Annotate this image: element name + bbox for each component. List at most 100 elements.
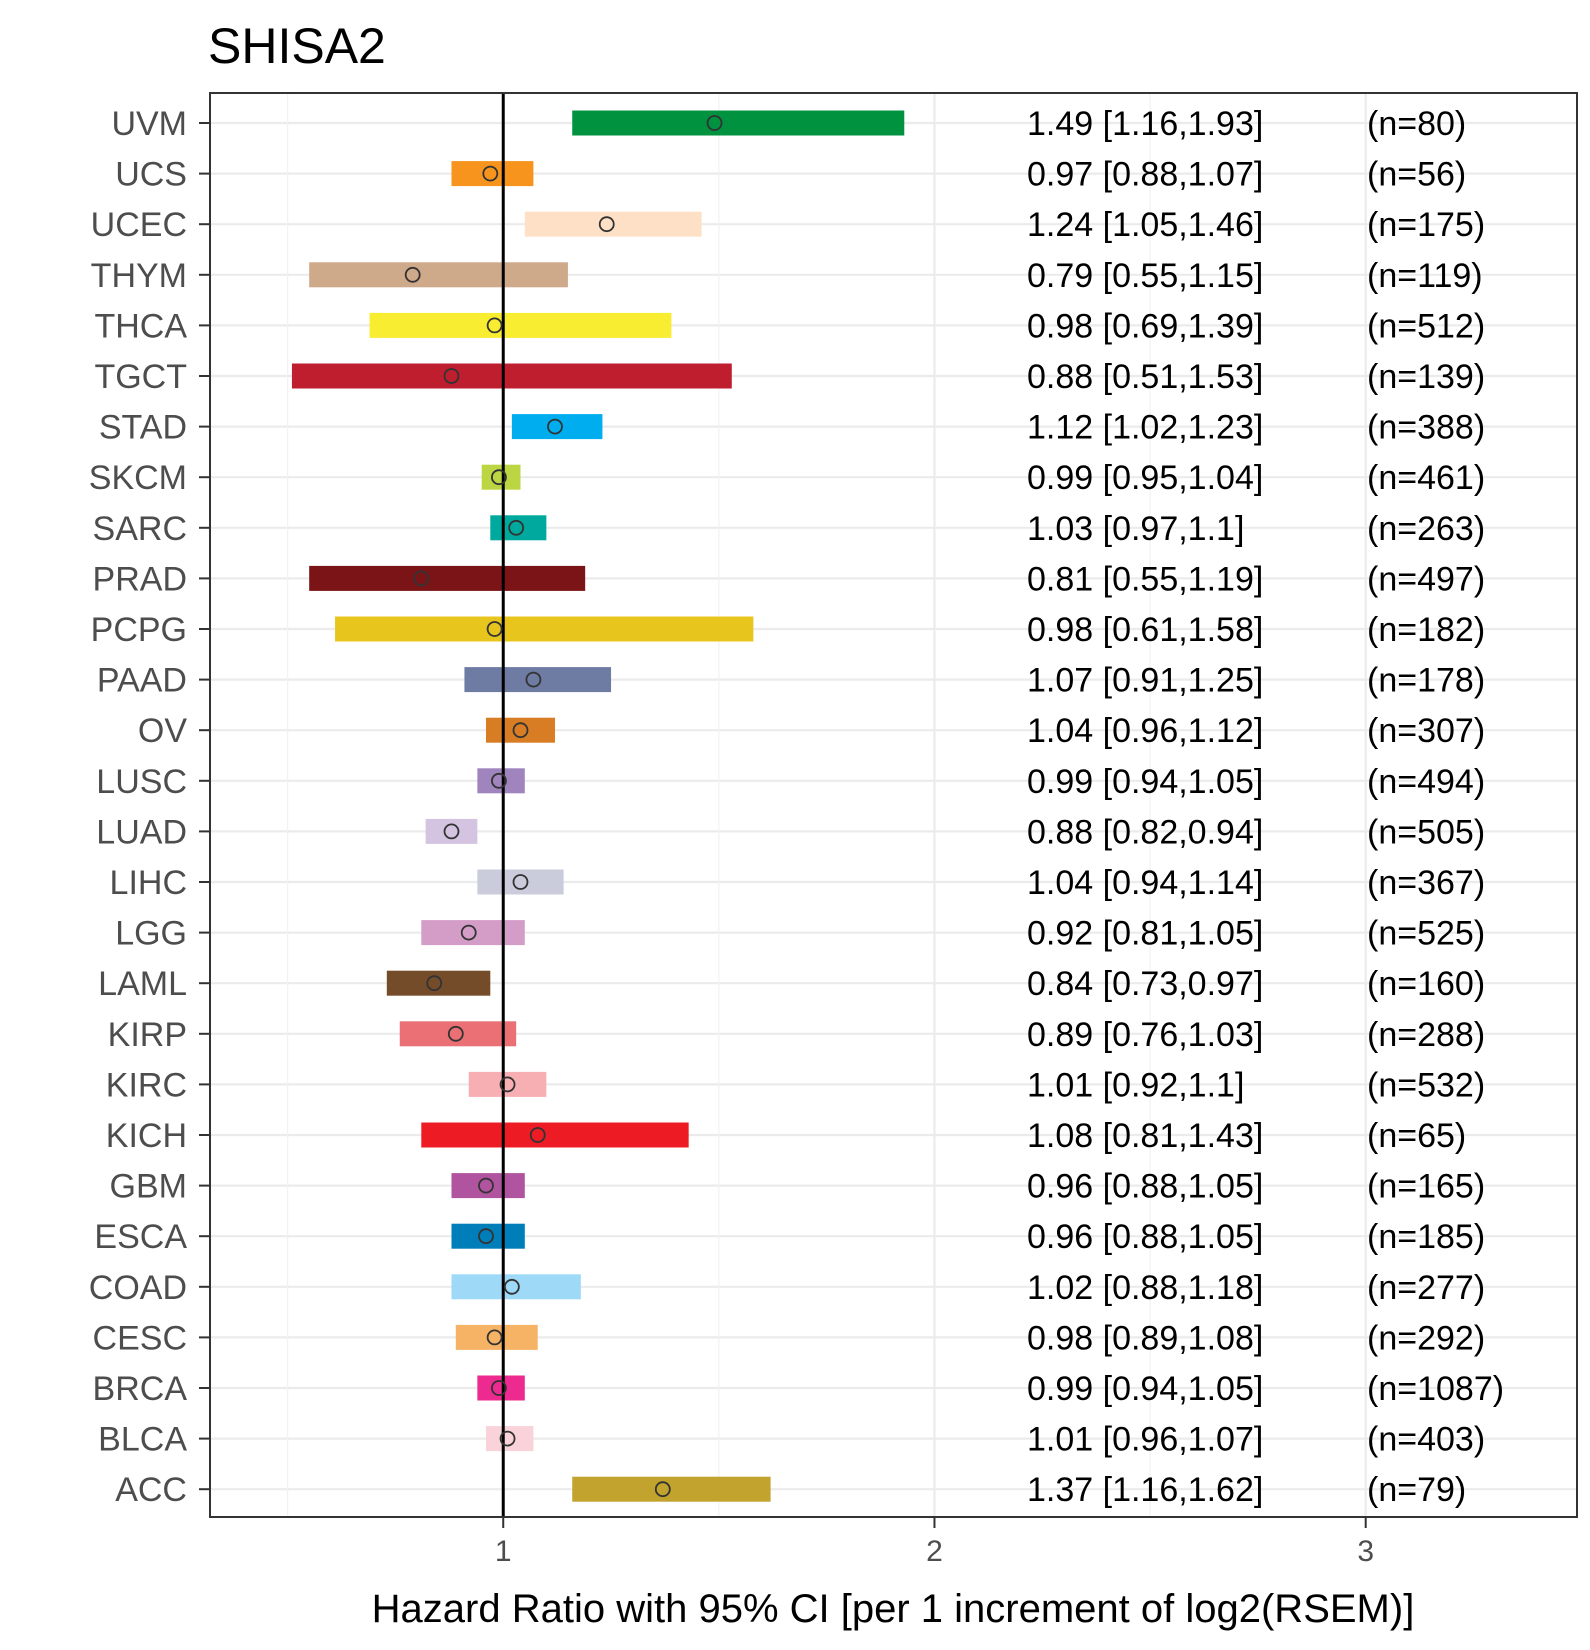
ci-bar-brca (477, 1375, 525, 1401)
y-label-stad: STAD (99, 409, 187, 447)
x-tick-label-2: 2 (926, 1535, 943, 1568)
ci-bar-acc (572, 1476, 771, 1502)
n-text-brca: (n=1087) (1367, 1370, 1504, 1408)
n-text-kich: (n=65) (1367, 1117, 1466, 1155)
hr-text-kirp: 0.89 [0.76,1.03] (1027, 1016, 1263, 1054)
hr-text-acc: 1.37 [1.16,1.62] (1027, 1471, 1263, 1509)
y-label-paad: PAAD (97, 662, 187, 700)
hr-text-blca: 1.01 [0.96,1.07] (1027, 1421, 1263, 1459)
n-text-lihc: (n=367) (1367, 864, 1485, 902)
hr-text-kich: 1.08 [0.81,1.43] (1027, 1117, 1263, 1155)
ci-bar-ov (485, 717, 555, 743)
n-text-gbm: (n=165) (1367, 1168, 1485, 1206)
n-text-thym: (n=119) (1367, 257, 1483, 295)
panel-border (209, 92, 1578, 1518)
y-label-laml: LAML (98, 965, 187, 1003)
chart-title: SHISA2 (208, 18, 386, 74)
ci-bar-lgg (421, 920, 525, 946)
hr-text-coad: 1.02 [0.88,1.18] (1027, 1269, 1263, 1307)
hr-point-gbm (478, 1177, 494, 1194)
hr-point-kirp (447, 1025, 464, 1042)
hr-point-stad (547, 418, 563, 435)
n-text-luad: (n=505) (1367, 813, 1485, 851)
hr-point-laml (426, 975, 443, 992)
n-text-uvm: (n=80) (1367, 105, 1466, 143)
hr-text-paad: 1.07 [0.91,1.25] (1027, 662, 1263, 700)
n-text-column: (n=80) (n=56) (n=175) (n=119) (n=512) (n=139)… (1367, 105, 1504, 1509)
hr-text-cesc: 0.98 [0.89,1.08] (1027, 1319, 1263, 1357)
n-text-pcpg: (n=182) (1367, 611, 1485, 649)
hr-point-prad (413, 570, 430, 587)
hr-point-ov (512, 722, 529, 739)
y-label-thym: THYM (91, 257, 187, 295)
hr-point-lihc (512, 874, 529, 890)
ci-bar-gbm (451, 1173, 525, 1199)
hr-points (404, 115, 723, 1498)
hr-text-tgct: 0.88 [0.51,1.53] (1027, 358, 1263, 396)
ci-bar-blca (485, 1426, 534, 1452)
y-label-brca: BRCA (93, 1370, 188, 1408)
n-text-stad: (n=388) (1367, 409, 1485, 447)
y-label-prad: PRAD (93, 560, 187, 598)
n-text-sarc: (n=263) (1367, 510, 1485, 548)
hr-text-luad: 0.88 [0.82,0.94] (1027, 813, 1263, 851)
y-axis-ticks (199, 122, 210, 1491)
n-text-skcm: (n=461) (1367, 459, 1485, 497)
n-text-blca: (n=403) (1367, 1421, 1485, 1459)
hr-point-ucec (598, 216, 615, 233)
n-text-kirp: (n=288) (1367, 1016, 1485, 1054)
hr-text-prad: 0.81 [0.55,1.19] (1027, 560, 1263, 598)
y-label-lgg: LGG (115, 915, 187, 953)
hr-point-kich (529, 1127, 546, 1143)
y-label-skcm: SKCM (89, 459, 187, 497)
ci-bar-uvm (572, 110, 905, 136)
y-label-uvm: UVM (111, 105, 187, 143)
hr-point-sarc (508, 519, 525, 536)
hr-point-thca (486, 317, 503, 334)
y-label-lihc: LIHC (110, 864, 187, 902)
y-label-luad: LUAD (96, 813, 187, 851)
ci-bar-ucs (451, 161, 534, 187)
ci-bar-laml (386, 970, 491, 996)
n-text-ov: (n=307) (1367, 712, 1485, 750)
hr-text-skcm: 0.99 [0.95,1.04] (1027, 459, 1263, 497)
hr-point-acc (654, 1481, 671, 1498)
n-text-laml: (n=160) (1367, 965, 1485, 1003)
hr-point-brca (491, 1380, 507, 1396)
hr-point-ucs (482, 165, 499, 182)
x-axis: 1 2 3 (495, 1517, 1374, 1568)
y-label-coad: COAD (89, 1269, 187, 1307)
hr-point-coad (503, 1278, 520, 1295)
ci-bar-paad (464, 667, 612, 693)
y-label-gbm: GBM (110, 1168, 187, 1206)
y-label-pcpg: PCPG (91, 611, 187, 649)
hr-text-ucs: 0.97 [0.88,1.07] (1027, 156, 1263, 194)
n-text-prad: (n=497) (1367, 560, 1485, 598)
hr-point-kirc (499, 1076, 516, 1093)
y-label-kich: KICH (106, 1117, 187, 1155)
hr-text-thca: 0.98 [0.69,1.39] (1027, 307, 1263, 345)
hr-point-tgct (443, 368, 460, 384)
ci-bar-prad (309, 565, 586, 591)
n-text-acc: (n=79) (1367, 1471, 1466, 1509)
ci-bar-sarc (490, 515, 547, 541)
hr-text-laml: 0.84 [0.73,0.97] (1027, 965, 1263, 1003)
y-label-esca: ESCA (94, 1218, 187, 1256)
hr-text-column: 1.49 [1.16,1.93] 0.97 [0.88,1.07] 1.24 [1.… (1027, 105, 1263, 1509)
hr-text-ucec: 1.24 [1.05,1.46] (1027, 206, 1263, 244)
y-label-tgct: TGCT (94, 358, 187, 396)
hr-text-sarc: 1.03 [0.97,1.1] (1027, 510, 1244, 548)
ci-bar-thca (369, 312, 672, 338)
ci-bar-luad (425, 818, 478, 844)
hr-point-esca (478, 1228, 494, 1245)
ci-bar-thym (309, 262, 568, 288)
hr-point-pcpg (486, 621, 503, 637)
n-text-thca: (n=512) (1367, 307, 1485, 345)
n-text-kirc: (n=532) (1367, 1066, 1485, 1104)
hr-point-blca (499, 1430, 516, 1447)
n-text-lusc: (n=494) (1367, 763, 1485, 801)
hr-text-ov: 1.04 [0.96,1.12] (1027, 712, 1263, 750)
hr-text-lgg: 0.92 [0.81,1.05] (1027, 915, 1263, 953)
ci-bar-kirc (468, 1071, 547, 1097)
ci-bar-lusc (477, 768, 525, 794)
